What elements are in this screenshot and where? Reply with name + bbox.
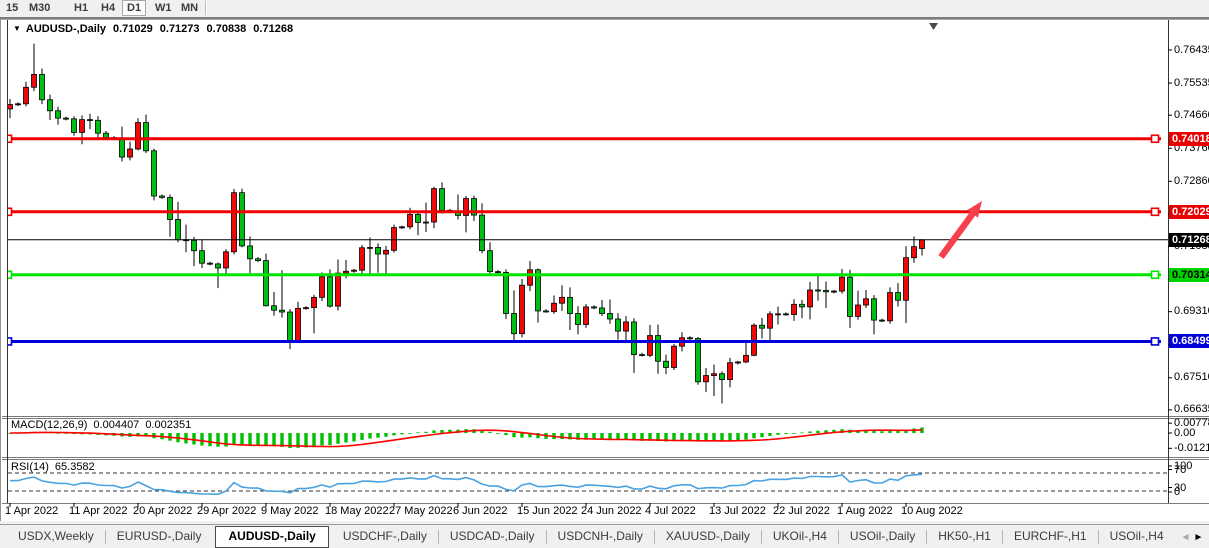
macd-signal-value: 0.002351 (145, 419, 192, 431)
chevron-down-icon[interactable]: ▼ (13, 24, 21, 33)
chart-shift-marker-icon[interactable] (929, 23, 938, 30)
rsi-name: RSI(14) (11, 461, 49, 473)
support-line-green-handle[interactable] (5, 270, 13, 280)
timeframe-button-h1[interactable]: H1 (74, 2, 89, 14)
tab-separator (1097, 530, 1099, 544)
ohlc-open: 0.71029 (113, 23, 153, 35)
rsi-label: RSI(14) 65.3582 (11, 461, 101, 473)
timeframe-button-m30[interactable]: M30 (29, 2, 51, 14)
ohlc-high: 0.71273 (159, 23, 200, 35)
ohlc-close: 0.71268 (253, 23, 294, 35)
tab-separator (1001, 530, 1003, 544)
toolbar-separator (205, 1, 207, 15)
tab-eurchf-h1[interactable]: EURCHF-,H1 (1013, 529, 1087, 543)
tab-scroll-controls: ◄ ► (1179, 525, 1209, 548)
rsi-value: 65.3582 (54, 461, 95, 473)
tab-separator (104, 530, 106, 544)
tab-usdchf-daily[interactable]: USDCHF-,Daily (342, 529, 427, 543)
tab-ukoil-h4[interactable]: UKOil-,H4 (772, 529, 827, 543)
tab-separator (545, 530, 547, 544)
resistance-line-1-handle[interactable] (1150, 134, 1160, 144)
tab-separator (437, 530, 439, 544)
tabs-scroll-left-icon[interactable]: ◄ (1180, 531, 1191, 543)
macd-name: MACD(12,26,9) (11, 419, 88, 431)
tab-separator (653, 530, 655, 544)
timeframe-button-15[interactable]: 15 (6, 2, 19, 14)
chart-title: ▼ AUDUSD-,Daily 0.71029 0.71273 0.70838 0.712… (13, 23, 300, 35)
chart-symbol: AUDUSD-,Daily (25, 23, 106, 35)
tab-usdx-weekly[interactable]: USDX,Weekly (18, 529, 94, 543)
plot-content (5, 23, 1168, 496)
candlestick-series (8, 43, 925, 404)
support-line-green-handle[interactable] (1150, 270, 1160, 280)
tab-usdcnh-daily[interactable]: USDCNH-,Daily (557, 529, 643, 543)
timeframe-toolbar: 15 M30 H1 H4 D1 W1 MN (0, 0, 1209, 17)
tab-usoil-h4[interactable]: USOil-,H4 (1109, 529, 1164, 543)
chart-tabs: USDX,Weekly EURUSD-,Daily AUDUSD-,Daily USD… (0, 524, 1209, 548)
tab-separator (926, 530, 928, 544)
tab-audusd-daily[interactable]: AUDUSD-,Daily (215, 526, 329, 548)
macd-value: 0.004407 (93, 419, 140, 431)
resistance-line-2-handle[interactable] (5, 207, 13, 217)
tab-eurusd-daily[interactable]: EURUSD-,Daily (116, 529, 202, 543)
timeframe-button-h4[interactable]: H4 (101, 2, 116, 14)
tab-usdcad-daily[interactable]: USDCAD-,Daily (449, 529, 535, 543)
resistance-line-1[interactable] (5, 134, 1162, 144)
support-line-blue[interactable] (5, 337, 1162, 346)
tab-separator (760, 530, 762, 544)
macd-signal-line (10, 429, 923, 448)
tabs-scroll-right-icon[interactable]: ► (1193, 531, 1204, 543)
resistance-line-2[interactable] (5, 207, 1162, 217)
macd-label: MACD(12,26,9) 0.004407 0.002351 (11, 419, 197, 431)
tab-xauusd-daily[interactable]: XAUUSD-,Daily (665, 529, 750, 543)
ohlc-low: 0.70838 (206, 23, 247, 35)
resistance-line-2-handle[interactable] (1150, 207, 1160, 217)
timeframe-button-d1[interactable]: D1 (122, 0, 147, 16)
tab-separator (837, 530, 839, 544)
tab-hk50-h1[interactable]: HK50-,H1 (938, 529, 991, 543)
tab-usoil-daily[interactable]: USOil-,Daily (849, 529, 916, 543)
tabbar-left-stub (0, 525, 7, 548)
toolbar-divider (0, 17, 1209, 19)
support-line-blue-handle[interactable] (5, 337, 13, 346)
support-line-green[interactable] (5, 270, 1162, 280)
rsi-line (9, 473, 923, 496)
support-line-blue-handle[interactable] (1150, 337, 1160, 346)
timeframe-button-w1[interactable]: W1 (155, 2, 172, 14)
arrow-annotation[interactable] (938, 201, 982, 259)
timeframe-button-mn[interactable]: MN (181, 2, 199, 14)
resistance-line-1-handle[interactable] (5, 134, 13, 144)
